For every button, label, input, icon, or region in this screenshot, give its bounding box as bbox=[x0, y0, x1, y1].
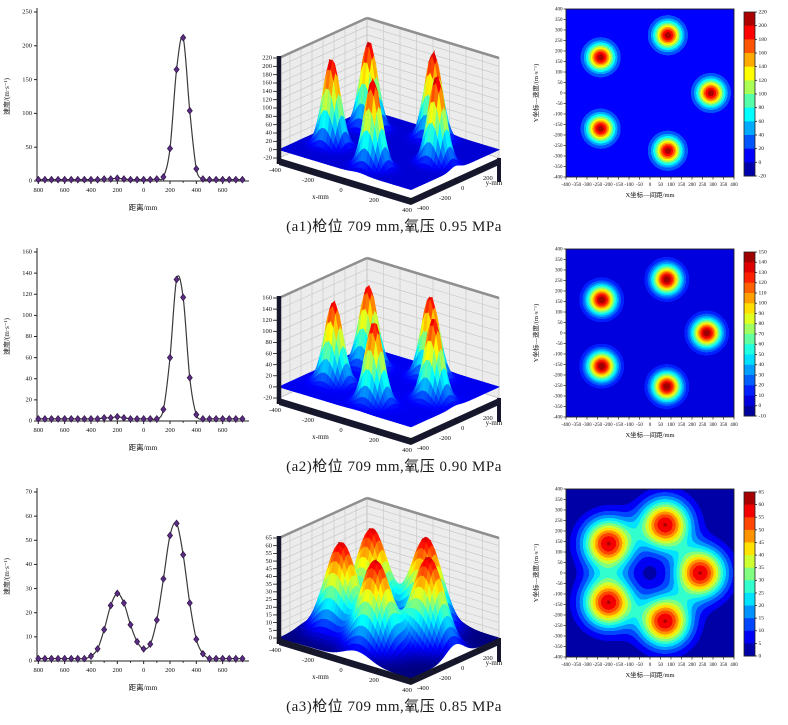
contour-chart-a3-canvas bbox=[530, 482, 788, 694]
line-chart-a3 bbox=[0, 482, 255, 694]
line-chart-a1-canvas bbox=[0, 2, 255, 214]
contour-chart-a2 bbox=[530, 242, 788, 454]
surface-chart-a3 bbox=[255, 482, 530, 694]
surface-chart-a1-canvas bbox=[255, 2, 530, 214]
caption-a3: (a3)枪位 709 mm,氧压 0.85 MPa bbox=[286, 699, 502, 715]
contour-chart-a1 bbox=[530, 2, 788, 214]
contour-chart-a1-canvas bbox=[530, 2, 788, 214]
row-a3: (a3)枪位 709 mm,氧压 0.85 MPa bbox=[0, 482, 788, 722]
line-chart-a1 bbox=[0, 2, 255, 214]
surface-chart-a3-canvas bbox=[255, 482, 530, 694]
contour-chart-a3 bbox=[530, 482, 788, 694]
line-chart-a2-canvas bbox=[0, 242, 255, 454]
caption-a2: (a2)枪位 709 mm,氧压 0.90 MPa bbox=[286, 459, 502, 475]
surface-chart-a2 bbox=[255, 242, 530, 454]
caption-a1: (a1)枪位 709 mm,氧压 0.95 MPa bbox=[286, 219, 502, 235]
surface-chart-a2-canvas bbox=[255, 242, 530, 454]
charts-a3 bbox=[0, 482, 788, 694]
charts-a2 bbox=[0, 242, 788, 454]
line-chart-a3-canvas bbox=[0, 482, 255, 694]
surface-chart-a1 bbox=[255, 2, 530, 214]
line-chart-a2 bbox=[0, 242, 255, 454]
row-a1: (a1)枪位 709 mm,氧压 0.95 MPa bbox=[0, 2, 788, 242]
row-a2: (a2)枪位 709 mm,氧压 0.90 MPa bbox=[0, 242, 788, 482]
contour-chart-a2-canvas bbox=[530, 242, 788, 454]
charts-a1 bbox=[0, 2, 788, 214]
